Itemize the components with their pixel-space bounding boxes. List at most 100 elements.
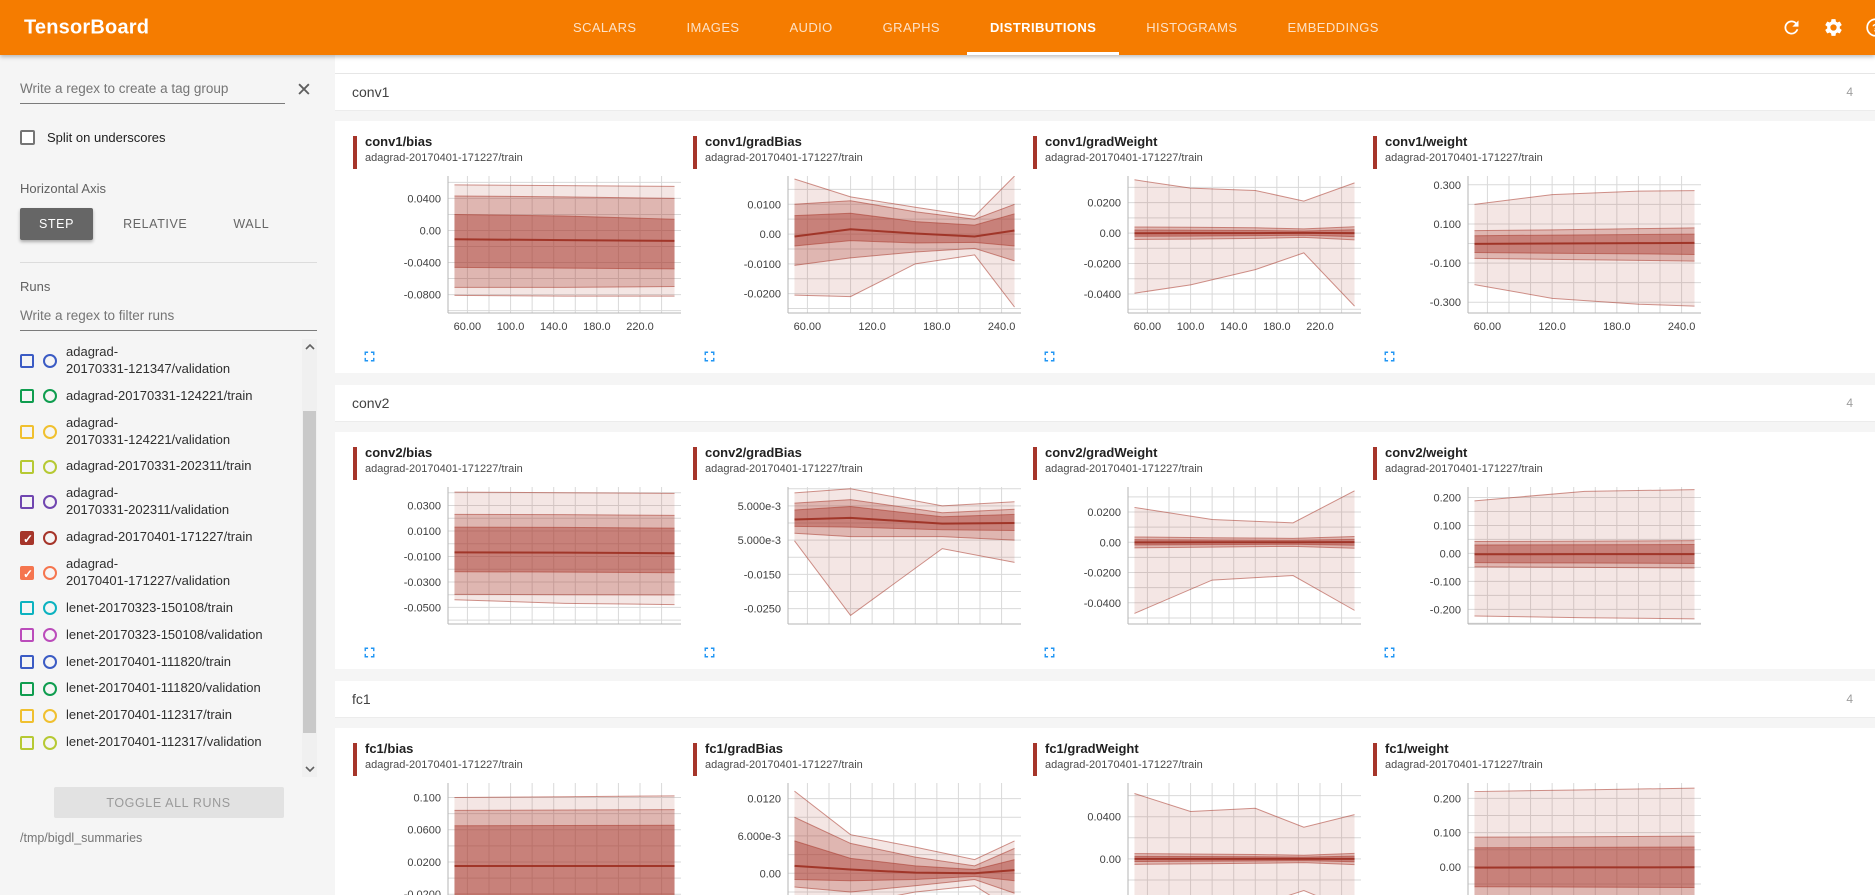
run-checkbox[interactable]: ✓ — [20, 530, 34, 546]
tab-distributions[interactable]: DISTRIBUTIONS — [965, 0, 1121, 55]
run-solo-radio[interactable] — [43, 735, 57, 750]
svg-text:0.00: 0.00 — [1440, 548, 1461, 560]
axis-relative-button[interactable]: RELATIVE — [123, 217, 188, 231]
tab-images[interactable]: IMAGES — [686, 20, 740, 35]
split-underscores-checkbox[interactable] — [20, 130, 35, 145]
run-checkbox[interactable] — [20, 655, 34, 670]
chart-title: conv1/gradBias — [705, 134, 802, 149]
run-name: adagrad- 20170331-121347/validation — [66, 344, 231, 376]
run-list-item: lenet-20170401-112317/validation — [20, 729, 297, 756]
run-solo-radio[interactable] — [43, 389, 57, 404]
section-header-conv1[interactable]: conv1 4 — [335, 74, 1875, 111]
run-name: lenet-20170401-112317/train — [66, 707, 233, 723]
run-checkbox[interactable] — [20, 424, 34, 439]
section-body-fc1: fc1/bias adagrad-20170401-171227/train 0.1… — [335, 728, 1875, 895]
expand-chart-button[interactable] — [701, 644, 718, 661]
svg-text:220.0: 220.0 — [626, 321, 654, 333]
help-icon[interactable]: ? — [1865, 17, 1875, 38]
expand-chart-button[interactable] — [361, 348, 378, 365]
run-name: adagrad- 20170401-171227/validation — [66, 556, 231, 588]
refresh-icon[interactable] — [1781, 17, 1802, 38]
settings-icon[interactable] — [1823, 17, 1844, 38]
svg-text:0.0200: 0.0200 — [1087, 198, 1121, 210]
tab-embeddings[interactable]: EMBEDDINGS — [1287, 20, 1379, 35]
run-color-bar — [693, 743, 697, 776]
svg-text:0.0100: 0.0100 — [407, 526, 441, 538]
svg-text:240.0: 240.0 — [1668, 321, 1696, 333]
scroll-down-icon[interactable] — [302, 761, 317, 777]
svg-text:-0.200: -0.200 — [1430, 604, 1461, 616]
section-header-conv2[interactable]: conv2 4 — [335, 385, 1875, 422]
svg-text:100.0: 100.0 — [497, 321, 525, 333]
run-name: adagrad-20170331-202311/train — [66, 458, 252, 474]
run-checkbox[interactable] — [20, 601, 34, 616]
chart-title: fc1/bias — [365, 741, 414, 756]
expand-chart-button[interactable] — [1381, 348, 1398, 365]
axis-step-button[interactable]: STEP — [20, 208, 94, 240]
tab-histograms[interactable]: HISTOGRAMS — [1146, 20, 1238, 35]
run-list-scrollbar[interactable] — [302, 339, 317, 777]
run-solo-radio[interactable] — [43, 565, 57, 580]
run-filter-input[interactable] — [20, 304, 317, 331]
run-solo-radio[interactable] — [43, 530, 57, 545]
run-color-bar — [353, 743, 357, 776]
svg-text:0.200: 0.200 — [1433, 793, 1461, 805]
toggle-all-runs-button[interactable]: TOGGLE ALL RUNS — [53, 787, 284, 818]
run-checkbox[interactable] — [20, 353, 34, 368]
axis-wall-button[interactable]: WALL — [233, 217, 270, 231]
header-icons: ? — [1781, 0, 1875, 55]
run-checkbox[interactable] — [20, 459, 34, 474]
run-name: adagrad- 20170331-202311/validation — [66, 485, 230, 518]
run-solo-radio[interactable] — [43, 708, 57, 723]
svg-text:0.00: 0.00 — [1100, 537, 1121, 549]
run-checkbox[interactable] — [20, 495, 34, 510]
scrollbar-thumb[interactable] — [303, 411, 316, 733]
svg-text:180.0: 180.0 — [583, 321, 611, 333]
svg-text:0.0200: 0.0200 — [1087, 507, 1121, 519]
expand-chart-button[interactable] — [701, 348, 718, 365]
expand-chart-button[interactable] — [361, 644, 378, 661]
svg-text:60.00: 60.00 — [1134, 321, 1162, 333]
expand-chart-button[interactable] — [1381, 644, 1398, 661]
tab-graphs[interactable]: GRAPHS — [882, 20, 940, 35]
svg-text:6.000e-3: 6.000e-3 — [738, 831, 781, 843]
scroll-up-icon[interactable] — [302, 339, 317, 355]
distribution-plot: 0.0200 0.00 -0.0200 -0.0400 — [1084, 487, 1361, 625]
run-solo-radio[interactable] — [43, 459, 57, 474]
expand-chart-button[interactable] — [1041, 348, 1058, 365]
run-solo-radio[interactable] — [43, 681, 57, 696]
sidebar: ✕ Split on underscores Horizontal Axis S… — [0, 55, 335, 895]
distribution-plot: 0.300 0.100 -0.100 -0.300 60.00 120.0 180.0 240… — [1430, 176, 1701, 333]
svg-text:240.0: 240.0 — [988, 321, 1016, 333]
fullscreen-icon — [364, 351, 375, 362]
run-checkbox[interactable] — [20, 389, 34, 404]
horizontal-axis-buttons: STEP RELATIVE WALL — [20, 208, 317, 240]
app-title: TensorBoard — [24, 16, 150, 38]
run-solo-radio[interactable] — [43, 353, 57, 368]
run-solo-radio[interactable] — [43, 424, 57, 439]
section-header-fc1[interactable]: fc1 4 — [335, 681, 1875, 718]
svg-text:-0.0150: -0.0150 — [744, 569, 781, 581]
chart-card: conv1/weight adagrad-20170401-171227/trai… — [1373, 134, 1701, 365]
run-solo-radio[interactable] — [43, 601, 57, 616]
run-color-bar — [1033, 743, 1037, 776]
run-solo-radio[interactable] — [43, 495, 57, 510]
section-title: conv1 — [352, 84, 390, 100]
run-name: adagrad-20170331-124221/train — [66, 387, 253, 403]
run-checkbox[interactable] — [20, 628, 34, 643]
log-directory-path: /tmp/bigdl_summaries — [20, 831, 143, 845]
run-solo-radio[interactable] — [43, 628, 57, 643]
run-checkbox[interactable] — [20, 708, 34, 723]
close-icon[interactable]: ✕ — [296, 80, 312, 101]
run-checkbox[interactable] — [20, 681, 34, 696]
svg-text:0.00: 0.00 — [420, 225, 441, 237]
run-color-bar — [1033, 447, 1037, 480]
run-checkbox[interactable] — [20, 735, 34, 750]
run-checkbox[interactable]: ✓ — [20, 565, 34, 581]
tab-scalars[interactable]: SCALARS — [573, 20, 637, 35]
chart-card: conv1/gradBias adagrad-20170401-171227/tr… — [693, 134, 1021, 365]
tag-filter-input[interactable] — [20, 77, 285, 104]
expand-chart-button[interactable] — [1041, 644, 1058, 661]
run-solo-radio[interactable] — [43, 655, 57, 670]
tab-audio[interactable]: AUDIO — [789, 20, 833, 35]
